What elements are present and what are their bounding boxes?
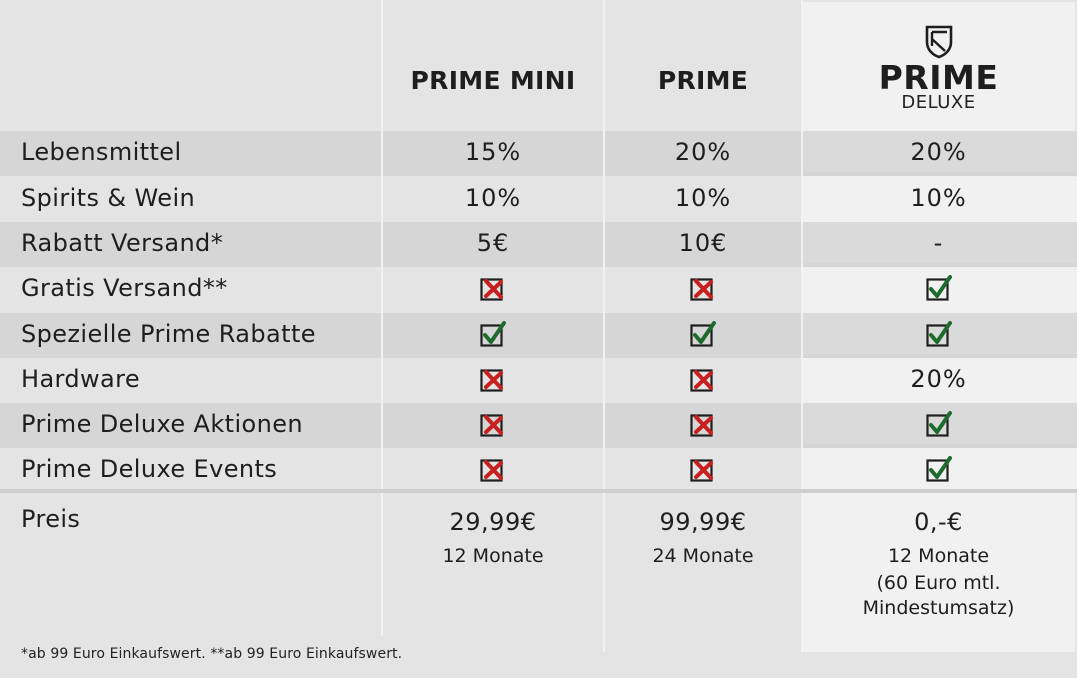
table-row: Prime Deluxe Events — [0, 448, 1077, 493]
check-icon — [802, 267, 1075, 308]
cell-value-prime-mini: 5€ — [476, 228, 510, 257]
column-divider — [381, 0, 383, 636]
cross-icon — [382, 403, 604, 444]
price-amount: 29,99€ — [449, 508, 537, 536]
price-separator — [0, 489, 1077, 493]
row-band-deluxe — [802, 222, 1077, 263]
check-icon — [802, 448, 1075, 489]
row-label: Prime Deluxe Aktionen — [21, 409, 304, 438]
cell-value-prime-deluxe: 20% — [910, 364, 967, 393]
table-row: Hardware 20% — [0, 358, 1077, 403]
cell-value-prime: 20% — [674, 137, 732, 166]
price-note: Mindestumsatz) — [862, 597, 1015, 619]
cross-icon — [382, 448, 604, 489]
price-prime-mini: 29,99€ 12 Monate — [382, 505, 604, 569]
cross-icon — [382, 358, 604, 399]
cell-value-prime-deluxe: 10% — [910, 183, 967, 212]
cell-value-prime-mini: 10% — [464, 183, 522, 212]
table-row: Rabatt Versand* 5€ 10€ - — [0, 222, 1077, 267]
table-row: Lebensmittel 15% 20% 20% — [0, 131, 1077, 176]
plan-header-prime-deluxe: PRIME DELUXE — [802, 0, 1075, 130]
cross-icon — [604, 358, 802, 399]
row-band-deluxe — [802, 131, 1077, 172]
row-band-deluxe — [802, 358, 1077, 403]
row-label: Lebensmittel — [21, 137, 182, 166]
column-divider — [603, 0, 605, 652]
cell-value-prime-deluxe: 20% — [910, 137, 967, 166]
price-note: (60 Euro mtl. — [876, 572, 1001, 594]
row-label: Spezielle Prime Rabatte — [21, 319, 316, 348]
cross-icon — [604, 403, 802, 444]
price-prime: 99,99€ 24 Monate — [604, 505, 802, 569]
shield-logo-icon — [925, 25, 952, 59]
price-amount: 99,99€ — [659, 508, 747, 536]
price-label: Preis — [21, 505, 81, 533]
row-label: Gratis Versand** — [21, 273, 228, 302]
cell-value-prime: 10€ — [678, 228, 728, 257]
price-duration: 24 Monate — [652, 545, 754, 567]
footnote: *ab 99 Euro Einkaufswert. **ab 99 Euro E… — [21, 646, 403, 662]
plan-header-prime: PRIME — [604, 0, 802, 130]
cross-icon — [382, 267, 604, 308]
price-prime-deluxe: 0,-€ 12 Monate (60 Euro mtl. Mindestumsa… — [802, 505, 1075, 621]
column-divider — [801, 0, 803, 652]
check-icon — [802, 403, 1075, 444]
cell-value-prime: 10% — [674, 183, 732, 212]
row-band-deluxe — [802, 403, 1077, 444]
table-row: Spirits & Wein 10% 10% 10% — [0, 177, 1077, 222]
row-band-deluxe — [802, 177, 1077, 222]
price-duration: 12 Monate — [442, 545, 544, 567]
row-label: Rabatt Versand* — [21, 228, 224, 257]
table-row: Gratis Versand** — [0, 267, 1077, 312]
row-label: Prime Deluxe Events — [21, 454, 278, 483]
table-row: Spezielle Prime Rabatte — [0, 313, 1077, 358]
row-label: Spirits & Wein — [21, 183, 196, 212]
cell-value-prime-deluxe: - — [933, 228, 944, 257]
plan-subtitle: DELUXE — [901, 92, 976, 113]
row-label: Hardware — [21, 364, 141, 393]
check-icon — [382, 313, 604, 354]
cell-value-prime-mini: 15% — [464, 137, 522, 166]
price-duration: 12 Monate — [887, 545, 990, 567]
check-icon — [604, 313, 802, 354]
row-band-deluxe — [802, 313, 1077, 354]
check-icon — [802, 313, 1075, 354]
price-amount: 0,-€ — [914, 508, 963, 536]
table-row: Prime Deluxe Aktionen — [0, 403, 1077, 448]
cross-icon — [604, 448, 802, 489]
plan-title: PRIME — [878, 58, 999, 97]
plan-title: PRIME — [657, 65, 749, 95]
plan-title: PRIME MINI — [410, 65, 576, 95]
cross-icon — [604, 267, 802, 308]
plan-header-prime-mini: PRIME MINI — [382, 0, 604, 130]
